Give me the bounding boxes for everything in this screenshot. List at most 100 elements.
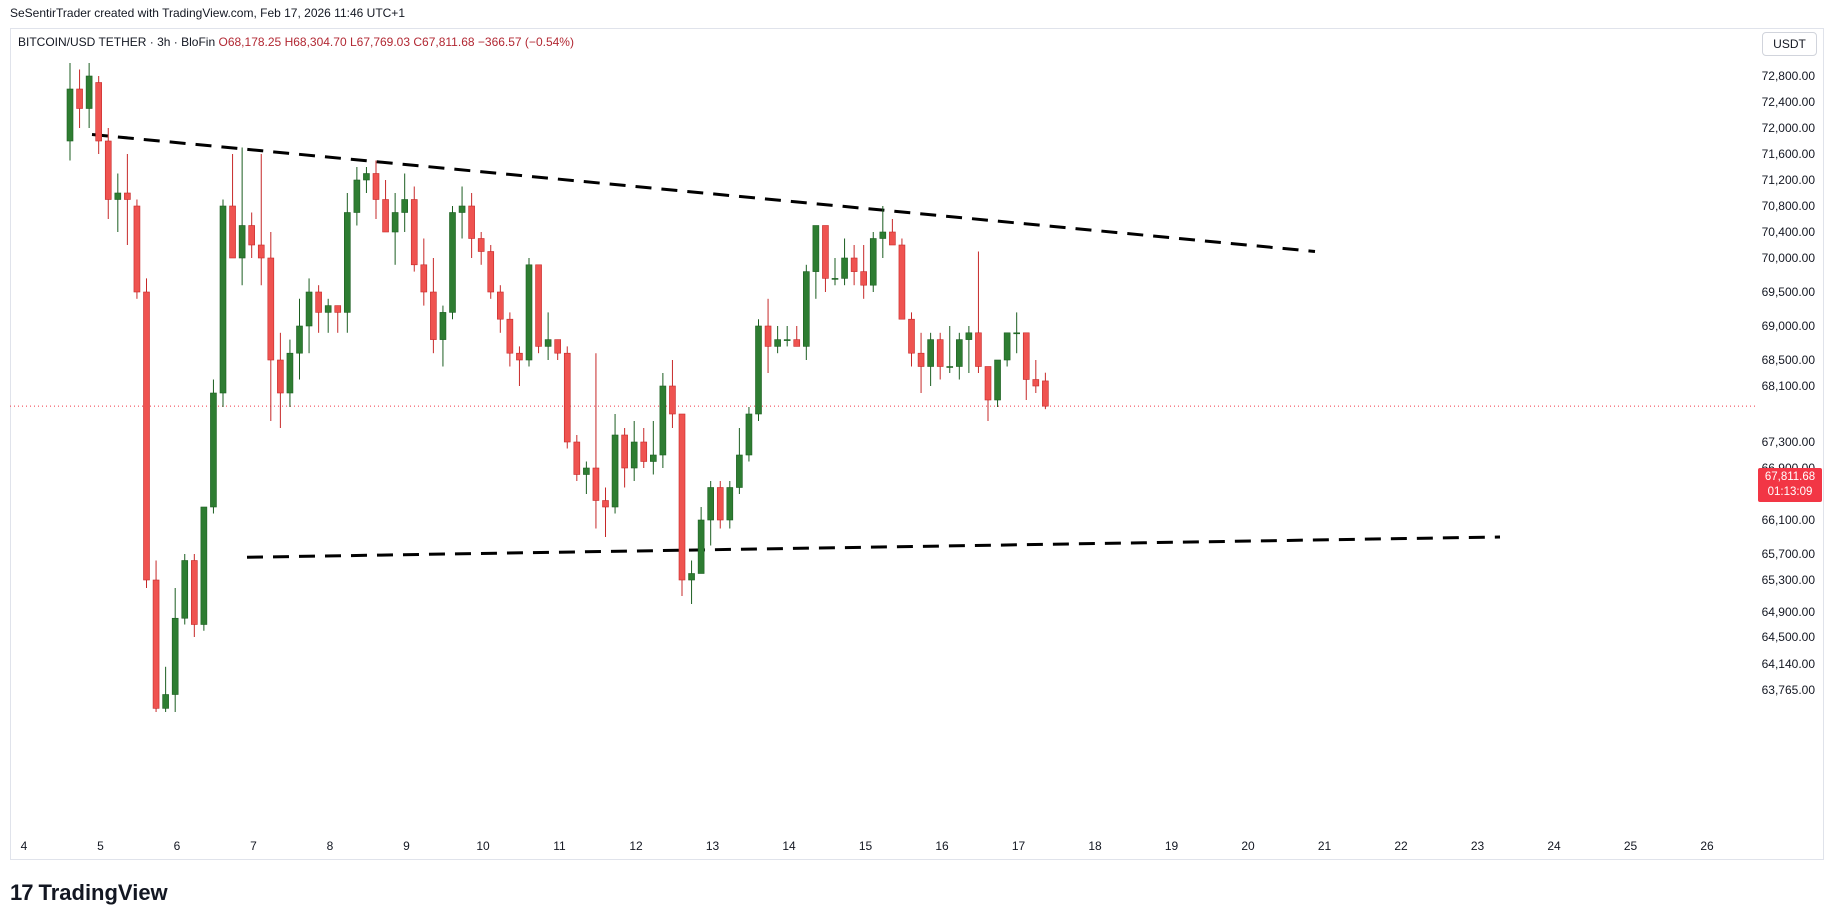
candle: [544, 312, 552, 360]
tradingview-logo-icon: 17: [10, 880, 34, 905]
time-tick-label: 8: [327, 839, 334, 853]
legend-open: O68,178.25: [218, 35, 282, 49]
candle: [277, 332, 284, 428]
price-tick-label: 72,800.00: [1762, 69, 1816, 83]
time-tick-label: 13: [706, 839, 720, 853]
time-tick-label: 26: [1700, 839, 1714, 853]
candle: [525, 258, 533, 367]
time-tick-label: 10: [476, 839, 490, 853]
candle: [736, 428, 743, 494]
price-tick-label: 68,100.00: [1762, 379, 1816, 393]
candle: [344, 193, 351, 333]
candle: [1022, 332, 1030, 400]
candle: [630, 421, 638, 481]
legend-close: C67,811.68: [413, 35, 475, 49]
candle: [831, 258, 839, 286]
candle: [707, 481, 714, 546]
tradingview-logo[interactable]: 17 TradingView: [10, 880, 168, 906]
price-tick-label: 72,000.00: [1762, 121, 1816, 135]
candle: [1013, 312, 1020, 354]
candle: [583, 461, 590, 494]
candle: [889, 219, 896, 246]
candle: [95, 76, 102, 154]
legend-symbol: BITCOIN/USD TETHER · 3h · BloFin: [18, 35, 216, 49]
candle: [410, 186, 418, 272]
price-tick-label: 70,800.00: [1762, 199, 1816, 213]
price-tick-label: 70,400.00: [1762, 225, 1816, 239]
price-tick-label: 69,500.00: [1762, 285, 1816, 299]
candle: [860, 245, 867, 299]
candle: [678, 413, 686, 596]
candle: [76, 69, 83, 128]
candle: [305, 278, 313, 354]
currency-selector-button[interactable]: USDT: [1762, 32, 1817, 56]
time-tick-label: 17: [1012, 839, 1026, 853]
last-price-value: 67,811.68: [1764, 471, 1816, 483]
candle: [869, 232, 877, 292]
time-tick-label: 11: [553, 839, 566, 853]
candle: [975, 251, 982, 373]
candle: [286, 339, 294, 407]
candle: [1003, 332, 1011, 367]
candle: [191, 554, 198, 637]
candle: [908, 312, 915, 367]
price-tick-label: 71,600.00: [1762, 147, 1816, 161]
candle: [716, 481, 724, 529]
candle: [382, 180, 389, 233]
chart-frame[interactable]: [10, 28, 1824, 860]
time-tick-label: 9: [403, 839, 410, 853]
candle: [162, 666, 169, 712]
candle: [238, 147, 246, 286]
candle: [391, 193, 399, 265]
candle: [726, 481, 734, 529]
candle: [917, 332, 925, 393]
candle: [439, 305, 447, 367]
candle: [430, 258, 437, 354]
candle: [774, 326, 781, 354]
candle: [516, 346, 523, 386]
candle: [124, 154, 131, 245]
candle: [85, 63, 93, 128]
candle: [563, 346, 571, 449]
price-tick-label: 63,765.00: [1762, 683, 1816, 697]
trendlines-group: [91, 133, 1501, 559]
price-tick-label: 64,900.00: [1762, 605, 1816, 619]
legend-high: H68,304.70: [284, 35, 347, 49]
price-tick-label: 64,140.00: [1762, 657, 1816, 671]
candle: [420, 238, 428, 306]
chart-attribution: SeSentirTrader created with TradingView.…: [10, 6, 405, 20]
time-tick-label: 22: [1394, 839, 1408, 853]
candle: [353, 167, 361, 226]
price-tick-label: 69,000.00: [1762, 319, 1816, 333]
candle: [650, 421, 657, 475]
price-tick-label: 64,500.00: [1762, 630, 1816, 644]
candle: [764, 298, 772, 373]
time-tick-label: 19: [1165, 839, 1179, 853]
price-tick-label: 68,500.00: [1762, 353, 1816, 367]
candle: [611, 414, 619, 514]
candle: [965, 326, 973, 373]
trendline-1[interactable]: [91, 133, 1316, 253]
candle: [1032, 360, 1040, 393]
candle: [143, 278, 150, 588]
candle: [927, 332, 934, 386]
candle: [334, 305, 342, 333]
candle: [401, 173, 408, 232]
time-tick-label: 15: [859, 839, 873, 853]
candle: [841, 238, 848, 286]
candle: [497, 285, 504, 333]
candle: [210, 379, 217, 514]
trendline-2[interactable]: [246, 535, 1501, 559]
time-tick-label: 4: [21, 839, 28, 853]
candle: [936, 332, 944, 380]
candle: [104, 128, 112, 219]
candle: [850, 245, 858, 286]
candle: [152, 560, 160, 712]
candle: [219, 199, 227, 407]
price-axis: 72,800.00 72,400.00 72,000.00 71,600.00 71,2…: [1762, 69, 1816, 697]
candle: [697, 507, 705, 574]
candle: [171, 588, 179, 712]
time-tick-label: 20: [1241, 839, 1255, 853]
time-tick-label: 24: [1547, 839, 1561, 853]
